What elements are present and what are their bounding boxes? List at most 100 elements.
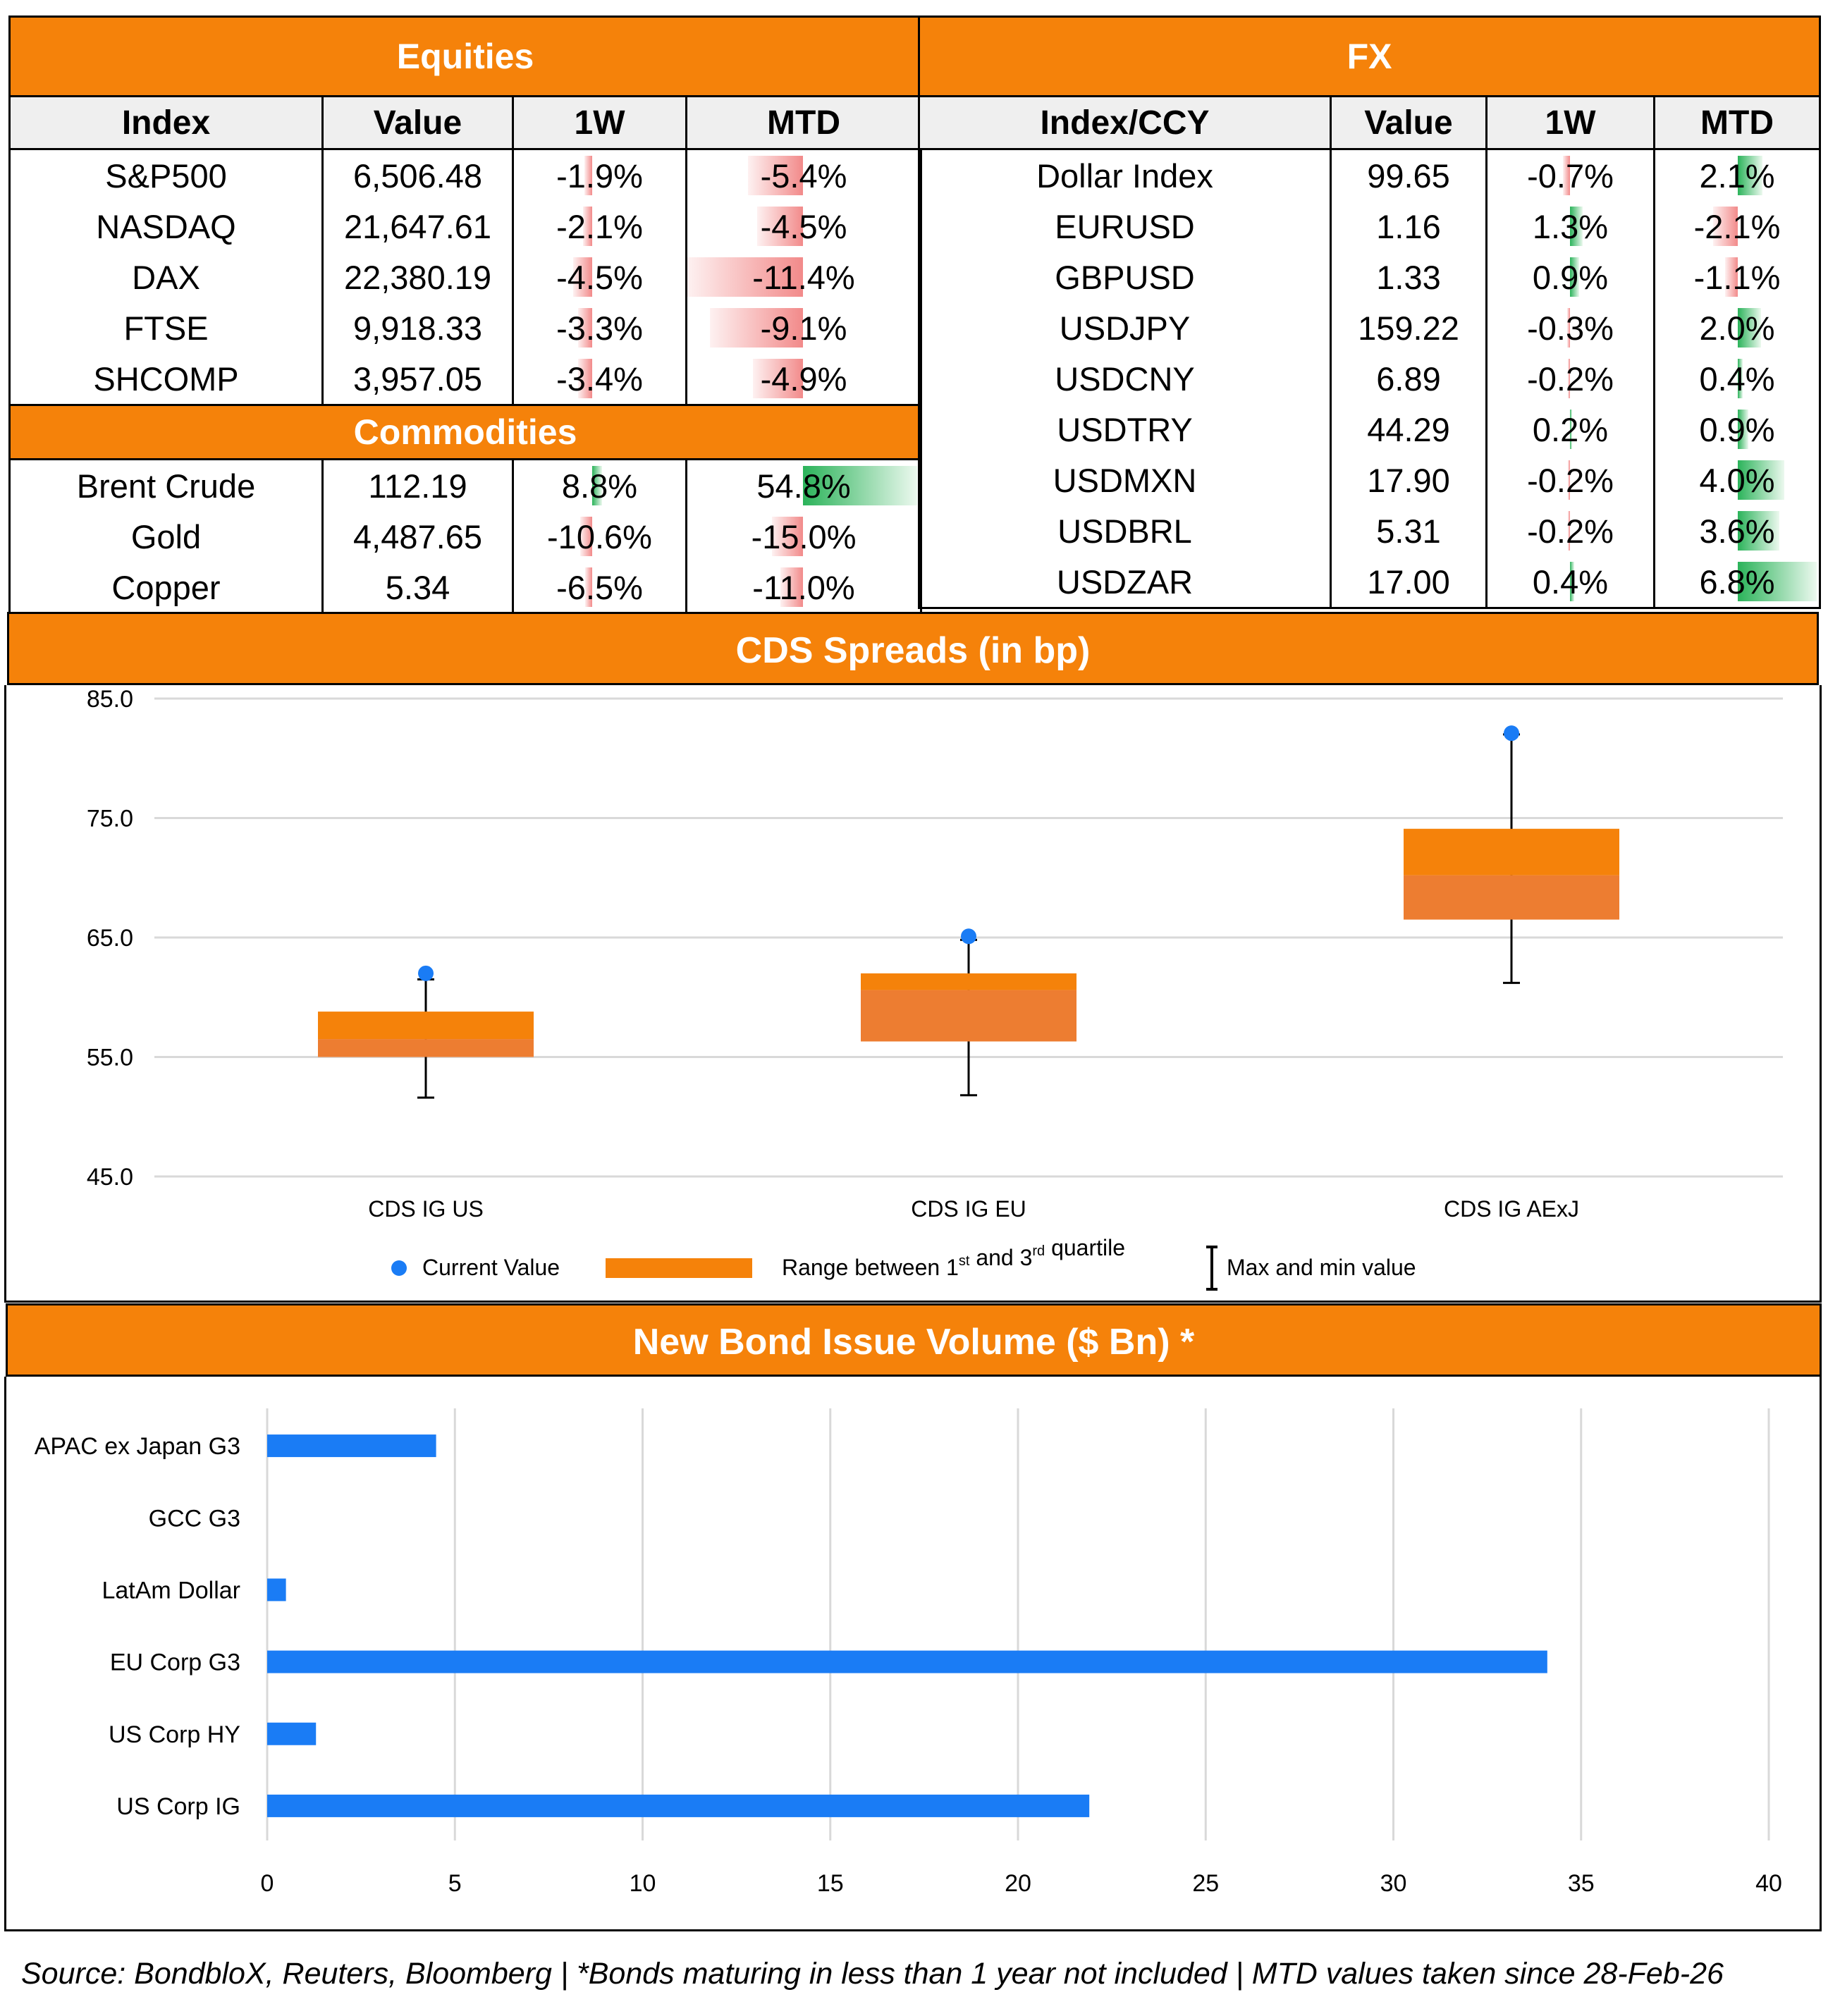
databar-mtd [780,567,803,607]
row-name-text: Dollar Index [1036,156,1213,195]
row-name-text: GBPUSD [1055,258,1195,296]
row-1w-text: 0.4% [1532,563,1609,601]
x-tick-label: 30 [1380,1870,1407,1897]
row-1w: -2.1% [512,201,687,252]
current-value-dot [1504,725,1519,742]
row-mtd: -9.1% [685,302,923,353]
legend-range-part: st [959,1253,970,1269]
x-category-label: CDS IG EU [911,1196,1026,1222]
x-tick-label: 40 [1755,1870,1782,1897]
row-value-text: 22,380.19 [343,258,492,296]
row-1w-text: -3.3% [556,309,643,347]
databar-mtd [1713,207,1738,246]
row-1w: -4.5% [512,252,687,302]
legend-current-marker [391,1260,407,1276]
row-value: 5.31 [1330,505,1487,556]
row-name: USDMXN [918,455,1332,505]
x-tick-label: 5 [448,1870,462,1897]
row-name: USDCNY [918,353,1332,404]
table-row: FTSE 9,918.33 -3.3% -9.1% [8,302,923,353]
databar-mtd [1738,156,1762,195]
cds-title-bar: CDS Spreads (in bp) [7,612,1819,685]
row-1w-text: -0.2% [1527,461,1614,499]
legend-minmax-label: Max and min value [1227,1255,1416,1280]
row-1w-text: -10.6% [547,517,652,555]
databar-mtd [1738,359,1743,398]
row-1w: -0.7% [1485,149,1655,201]
row-1w: 1.3% [1485,201,1655,252]
databar-mtd [1738,562,1817,601]
row-value-text: 17.00 [1367,563,1450,601]
x-tick-label: 15 [817,1870,844,1897]
legend-range-part: Range between 1 [782,1255,959,1280]
databar-mtd [710,308,803,348]
row-name-text: NASDAQ [96,207,236,245]
row-name: USDBRL [918,505,1332,556]
row-name-text: Gold [130,517,202,555]
row-value: 6,506.48 [321,149,514,201]
row-1w: 8.8% [512,459,687,511]
row-mtd-text: 2.1% [1699,156,1775,195]
row-value: 1.33 [1330,252,1487,302]
databar-1w [1570,562,1574,601]
row-1w: 0.9% [1485,252,1655,302]
row-value: 5.34 [321,562,514,615]
row-name: Copper [8,562,324,615]
databar-1w [1568,511,1570,551]
row-mtd: -4.5% [685,201,923,252]
row-value-text: 159.22 [1358,309,1459,347]
table-row: USDMXN 17.90 -0.2% 4.0% [918,455,1822,505]
row-mtd-text: 6.8% [1699,563,1775,601]
row-mtd-text: 4.0% [1699,461,1775,499]
table-row: Brent Crude 112.19 8.8% 54.8% [8,459,923,511]
databar-mtd [1724,257,1738,297]
row-name: EURUSD [918,201,1332,252]
row-value: 21,647.61 [321,201,514,252]
y-tick-label: 55.0 [87,1045,133,1071]
fx-header-mtd: MTD [1652,95,1822,150]
table-row: Copper 5.34 -6.5% -11.0% [8,562,923,615]
databar-1w [1568,460,1570,500]
row-name: USDJPY [918,302,1332,353]
row-value: 9,918.33 [321,302,514,353]
databar-1w [1570,207,1583,246]
table-row: EURUSD 1.16 1.3% -2.1% [918,201,1822,252]
row-value-text: 9,918.33 [353,309,482,347]
row-name-text: USDMXN [1053,461,1197,499]
databar-1w [1570,257,1579,297]
current-value-dot [418,965,434,981]
databar-mtd [1738,410,1748,449]
row-value: 22,380.19 [321,252,514,302]
row-value-text: 99.65 [1367,156,1450,195]
row-value: 159.22 [1330,302,1487,353]
x-tick-label: 25 [1192,1870,1219,1897]
row-value: 4,487.65 [321,511,514,562]
row-name: SHCOMP [8,353,324,406]
row-name: DAX [8,252,324,302]
legend-range-part: quartile [1045,1235,1125,1260]
row-1w: 0.2% [1485,404,1655,455]
cds-title: CDS Spreads (in bp) [735,630,1091,671]
row-name-text: USDBRL [1057,512,1192,550]
current-value-dot [961,928,976,945]
table-row: USDTRY 44.29 0.2% 0.9% [918,404,1822,455]
row-mtd: 0.4% [1652,353,1822,404]
row-mtd: -1.1% [1652,252,1822,302]
row-1w-text: -0.2% [1527,359,1614,398]
row-name-text: USDJPY [1059,309,1191,347]
row-1w: -0.2% [1485,353,1655,404]
row-mtd-text: -2.1% [1693,207,1781,245]
cds-chart: 45.0 55.0 65.0 75.0 85.0 CDS IG US CDS IG EU CD… [87,686,1783,1291]
row-name-text: Brent Crude [76,467,256,505]
table-row: USDBRL 5.31 -0.2% 3.6% [918,505,1822,556]
row-1w-text: 1.3% [1532,207,1609,245]
bar [267,1578,286,1602]
box-upper [1404,828,1619,875]
box-lower [318,1039,534,1057]
table-row: USDJPY 159.22 -0.3% 2.0% [918,302,1822,353]
fx-table: FX Index/CCY Value 1W MTD Dollar Index 99… [917,16,1822,609]
databar-mtd [771,517,803,556]
row-1w-text: 0.9% [1532,258,1609,296]
databar-1w [1563,156,1570,195]
row-mtd: 2.1% [1652,149,1822,201]
